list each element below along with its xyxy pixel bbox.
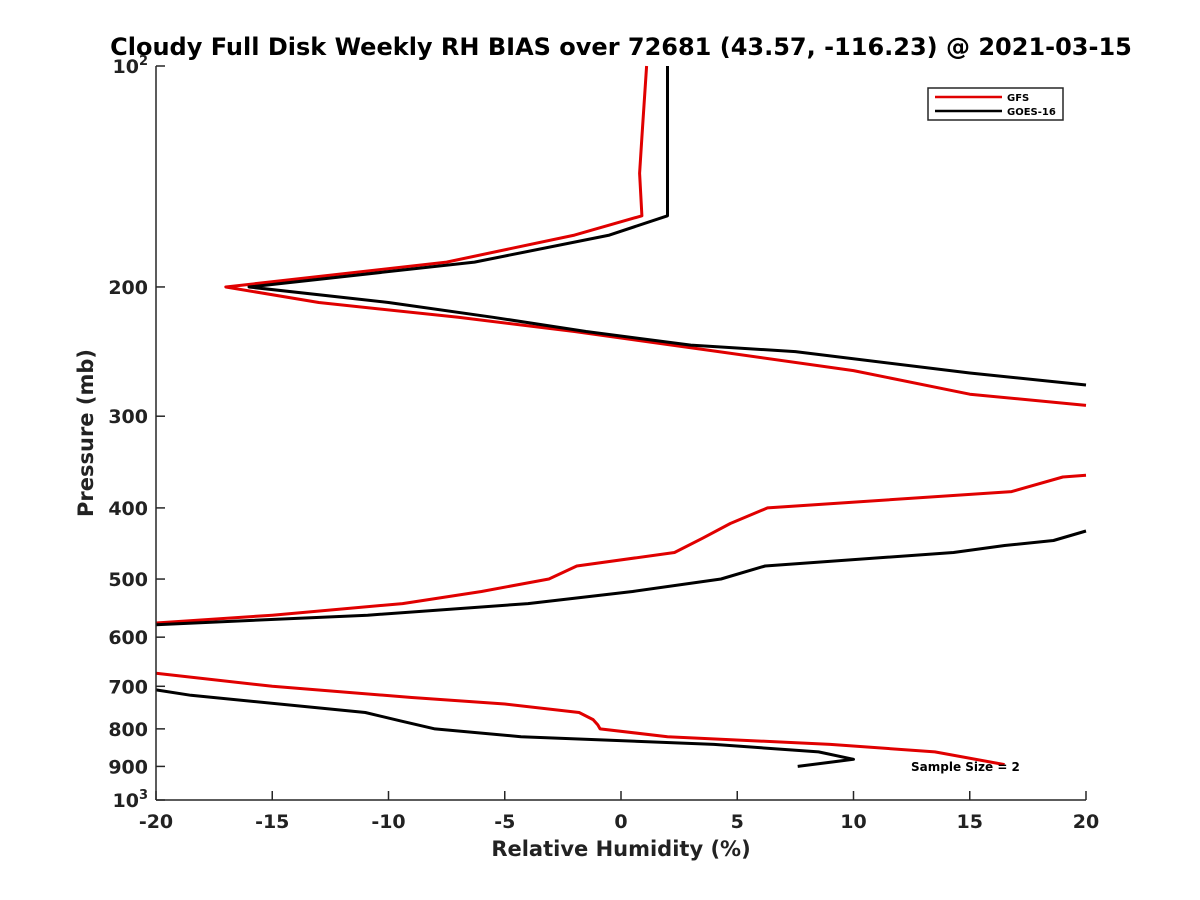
x-tick-label: 15 — [957, 811, 983, 833]
x-tick-label: -5 — [494, 811, 515, 833]
chart-title: Cloudy Full Disk Weekly RH BIAS over 726… — [110, 33, 1132, 61]
x-tick-label: 20 — [1073, 811, 1099, 833]
y-tick-label: 102 — [113, 54, 149, 78]
x-axis-ticks: -20 -15 -10 -5 0 5 10 15 20 — [139, 791, 1099, 833]
x-tick-label: -20 — [139, 811, 173, 833]
y-tick-label: 900 — [108, 756, 148, 778]
y-tick-label: 800 — [108, 719, 148, 741]
x-axis-label: Relative Humidity (%) — [491, 837, 750, 861]
sample-size-annotation: Sample Size = 2 — [911, 760, 1020, 774]
x-tick-label: 10 — [840, 811, 866, 833]
series-goes16-segment-1 — [247, 66, 1087, 387]
y-tick-label: 700 — [108, 676, 148, 698]
y-tick-label: 200 — [108, 277, 148, 299]
legend: GFS GOES-16 — [927, 87, 1064, 121]
series-goes16-segment-2 — [155, 529, 1087, 627]
series-goes16-segment-3 — [155, 688, 855, 768]
y-tick-label: 400 — [108, 498, 148, 520]
y-tick-label: 103 — [113, 788, 149, 812]
legend-label-goes16: GOES-16 — [1007, 107, 1056, 118]
y-axis-label: Pressure (mb) — [74, 349, 98, 517]
x-tick-label: 0 — [614, 811, 627, 833]
y-axis-ticks: 102 200 300 400 500 600 700 800 900 103 — [108, 54, 165, 812]
y-tick-label: 500 — [108, 569, 148, 591]
legend-label-gfs: GFS — [1007, 93, 1029, 104]
y-tick-label: 300 — [108, 406, 148, 428]
x-tick-label: -15 — [255, 811, 289, 833]
x-tick-label: 5 — [731, 811, 744, 833]
series-gfs-segment-2 — [155, 473, 1087, 625]
x-tick-label: -10 — [371, 811, 405, 833]
legend-box — [927, 87, 1064, 121]
series-gfs-segment-1 — [224, 65, 1087, 407]
y-tick-label: 600 — [108, 627, 148, 649]
plot-series — [155, 65, 1087, 768]
series-gfs-segment-3 — [155, 671, 1005, 767]
